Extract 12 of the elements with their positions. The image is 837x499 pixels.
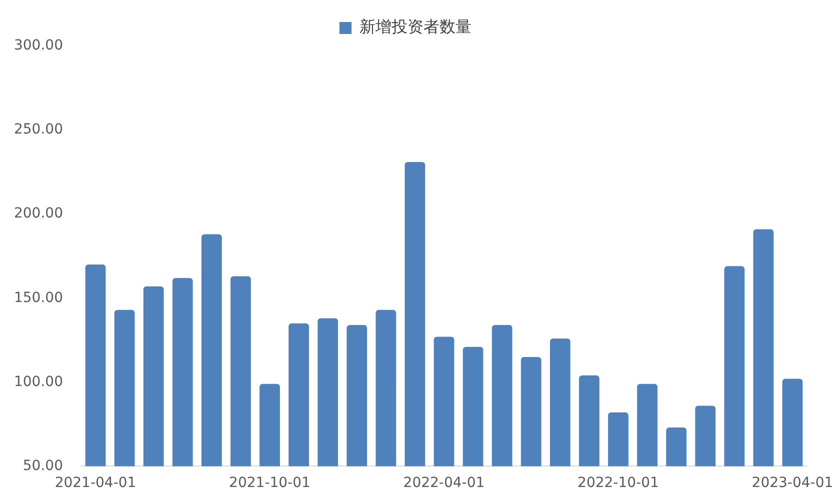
x-tick-label: 2021-04-01	[54, 475, 136, 492]
y-tick-label: 250.00	[14, 122, 63, 138]
y-tick-label: 50.00	[22, 458, 63, 474]
x-tick-label: 2022-10-01	[578, 475, 659, 492]
x-tick-label: 2022-04-01	[403, 475, 485, 492]
y-tick-label: 100.00	[14, 374, 63, 390]
y-tick-label: 200.00	[14, 206, 63, 222]
y-tick-label: 150.00	[14, 290, 63, 306]
legend-label: 新增投资者数量	[360, 17, 472, 36]
x-tick-label: 2021-10-01	[229, 475, 310, 492]
y-tick-label: 300.00	[14, 38, 63, 54]
x-tick-label: 2023-04-01	[752, 475, 834, 492]
